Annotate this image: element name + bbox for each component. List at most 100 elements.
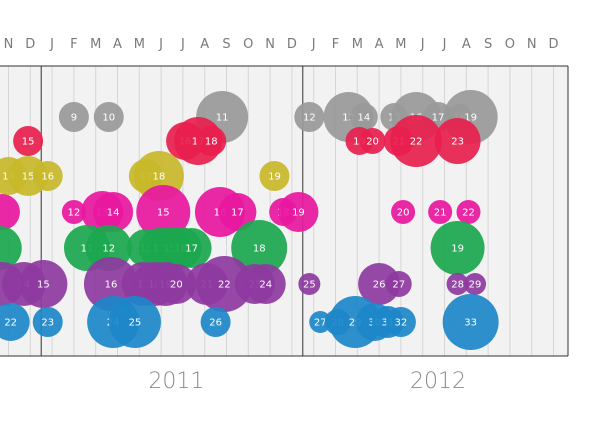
bubble-label: 22 [410, 137, 423, 148]
bubble: 12 [61, 200, 86, 224]
bubble-label: 19 [464, 113, 477, 124]
bubble-circle [0, 194, 20, 230]
bubble-circle [298, 273, 321, 295]
bubble: 9 [58, 102, 89, 132]
bubble-circle [385, 271, 412, 297]
bubble: 20 [391, 200, 416, 224]
month-label: J [420, 37, 425, 52]
bubble-series: 14151617181920212223242526272829 [0, 256, 487, 312]
bubble: 23 [32, 307, 63, 337]
bubble-label: 29 [349, 318, 362, 329]
bubble-label: 27 [314, 318, 327, 329]
bubble-circle [464, 273, 487, 295]
bubble-label: 19 [451, 244, 464, 255]
bubble: 20 [359, 128, 386, 154]
bubble-label: 14 [107, 208, 120, 219]
bubble-circle [83, 257, 138, 311]
bubble [0, 194, 20, 230]
bubble: 12 [294, 102, 325, 132]
bubble [0, 226, 22, 270]
month-label: M [395, 37, 406, 52]
bubble-label: 20 [170, 280, 183, 291]
bubble-circle [93, 192, 134, 232]
month-label: O [505, 37, 515, 52]
month-label: J [442, 37, 447, 52]
bubble: 15 [19, 260, 68, 308]
bubble-label: 17 [432, 113, 445, 124]
bubble-label: 29 [469, 280, 482, 291]
bubble-label: 18 [205, 137, 218, 148]
bubble-label: 33 [464, 318, 477, 329]
month-label: O [243, 37, 253, 52]
bubble-circle [0, 303, 30, 341]
bubble-label: 18 [253, 244, 266, 255]
bubble: 17 [218, 193, 257, 231]
bubble-circle [19, 260, 68, 308]
bubble-circle [196, 256, 253, 312]
month-label: N [265, 37, 275, 52]
bubble-circle [200, 307, 231, 337]
bubble: 22 [456, 200, 481, 224]
bubble-circle [171, 228, 212, 268]
bubble-circle [61, 200, 86, 224]
year-label: 2011 [148, 369, 204, 394]
bubble-label: 28 [451, 280, 464, 291]
bubble: 27 [385, 271, 412, 297]
bubble-label: 15 [22, 137, 35, 148]
bubble-circle [430, 221, 485, 275]
bubble-label: 23 [41, 318, 54, 329]
month-label: M [90, 37, 101, 52]
bubble-label: 22 [218, 280, 231, 291]
bubble: 29 [464, 273, 487, 295]
bubble-label: 23 [451, 137, 464, 148]
plot-area: 9101112131415161718191516171819202122231… [0, 65, 569, 357]
bubble: 32 [385, 307, 416, 337]
bubble: 15 [13, 126, 44, 156]
bubble-circle [278, 192, 319, 232]
month-label: D [287, 37, 297, 52]
bubble: 19 [259, 161, 290, 191]
bubble-circle [391, 200, 416, 224]
bubble: 19 [430, 221, 485, 275]
bubble-label: 13 [342, 113, 355, 124]
bubble-label: 15 [157, 208, 170, 219]
bubble-circle [309, 311, 332, 333]
bubble: 27 [309, 311, 332, 333]
bubble-label: 24 [259, 280, 272, 291]
bubble-label: 27 [392, 280, 405, 291]
bubble-label: 10 [102, 113, 115, 124]
bubble-circle [108, 296, 161, 348]
bubble-label: 14 [357, 113, 370, 124]
bubble-label: 19 [353, 137, 366, 148]
bubble-circle [58, 102, 89, 132]
year-label: 2012 [410, 369, 466, 394]
year-axis-labels: 2011 2012 [148, 369, 466, 394]
month-label: F [70, 37, 77, 52]
bubble-label: 26 [209, 318, 222, 329]
bubble-label: 17 [185, 244, 198, 255]
bubble-circle [358, 263, 401, 305]
bubble: 25 [108, 296, 161, 348]
bubble: 26 [200, 307, 231, 337]
bubble-series: 222324252627282930313233 [0, 294, 499, 350]
month-label: D [25, 37, 35, 52]
bubbles: 9101112131415161718191516171819202122231… [0, 90, 499, 350]
bubble-label: 15 [22, 172, 35, 183]
bubble-label: 19 [268, 172, 281, 183]
bubble-circle [0, 226, 22, 270]
bubble: 14 [93, 192, 134, 232]
bubble-circle [434, 118, 481, 164]
month-label: N [527, 37, 537, 52]
bubble-circle [294, 102, 325, 132]
bubble: 17 [171, 228, 212, 268]
bubble-circle [456, 200, 481, 224]
month-label: N [4, 37, 14, 52]
month-label: S [484, 37, 492, 52]
bubble-circle [349, 103, 378, 131]
bubble-series: 151617181920212223 [13, 115, 481, 167]
month-label: A [113, 37, 122, 52]
bubble: 21 [428, 200, 453, 224]
bubble: 22 [196, 256, 253, 312]
